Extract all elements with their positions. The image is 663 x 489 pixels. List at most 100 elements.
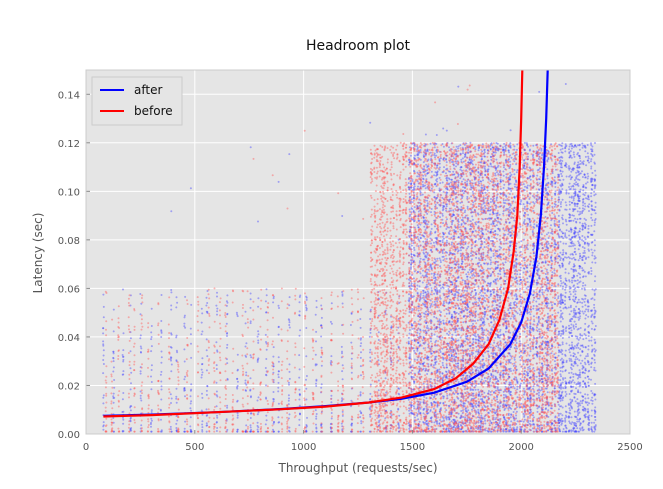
scatter-point [457, 249, 460, 252]
scatter-point [432, 241, 435, 244]
scatter-point [527, 344, 530, 346]
scatter-point [477, 205, 480, 208]
scatter-point [305, 309, 308, 312]
scatter-point [467, 149, 470, 151]
scatter-point [288, 430, 291, 433]
scatter-point [430, 287, 433, 290]
scatter-point [441, 241, 444, 244]
scatter-point [201, 330, 204, 333]
scatter-point [189, 430, 192, 433]
scatter-point [407, 398, 410, 401]
scatter-point [320, 335, 323, 338]
scatter-point [277, 416, 280, 419]
scatter-point [496, 266, 499, 269]
scatter-point [450, 178, 453, 181]
scatter-point [424, 184, 427, 187]
scatter-point [102, 394, 105, 397]
scatter-point [482, 295, 485, 297]
scatter-point [422, 249, 425, 251]
scatter-point [418, 151, 421, 154]
scatter-point [528, 388, 531, 391]
scatter-point [315, 379, 318, 382]
scatter-point [350, 371, 353, 374]
scatter-point [408, 293, 410, 296]
scatter-point [446, 218, 448, 221]
scatter-point [175, 397, 178, 400]
scatter-point [122, 418, 125, 421]
scatter-point [249, 417, 252, 419]
scatter-point [487, 390, 490, 392]
scatter-point [446, 394, 449, 397]
scatter-point [484, 197, 487, 200]
scatter-point [502, 149, 505, 151]
scatter-point [426, 204, 429, 207]
scatter-point [514, 185, 516, 188]
scatter-point [175, 334, 178, 337]
scatter-point [438, 368, 441, 371]
scatter-point [189, 425, 192, 428]
scatter-point [408, 163, 410, 166]
scatter-point [360, 308, 362, 311]
scatter-point [483, 287, 486, 290]
scatter-point [499, 286, 502, 289]
scatter-point [320, 423, 323, 426]
scatter-point [515, 298, 517, 301]
scatter-point [389, 358, 392, 361]
scatter-point [436, 171, 439, 174]
scatter-point [183, 378, 186, 381]
scatter-point [320, 411, 323, 413]
scatter-point [475, 301, 478, 304]
scatter-point [493, 341, 496, 344]
scatter-point [205, 349, 208, 352]
scatter-point [509, 390, 512, 393]
scatter-point [170, 363, 173, 366]
scatter-point [160, 350, 163, 353]
scatter-point [483, 237, 486, 240]
scatter-point [459, 249, 462, 252]
scatter-point [112, 397, 115, 399]
scatter-point [341, 398, 344, 401]
scatter-point [435, 355, 438, 358]
scatter-point [438, 176, 441, 179]
scatter-point [472, 341, 475, 344]
scatter-point [170, 346, 173, 349]
scatter-point [170, 402, 172, 404]
scatter-point [479, 428, 482, 431]
scatter-point [502, 187, 505, 189]
scatter-point [397, 359, 400, 362]
scatter-point [410, 182, 413, 185]
scatter-point [472, 392, 475, 395]
scatter-point [466, 195, 469, 198]
scatter-point [160, 429, 163, 432]
scatter-point [236, 412, 239, 415]
scatter-point [445, 161, 448, 164]
scatter-point [150, 381, 153, 383]
scatter-point [277, 370, 280, 373]
scatter-point [508, 151, 510, 154]
scatter-point [130, 405, 133, 408]
scatter-point [459, 144, 462, 147]
scatter-point [359, 356, 362, 359]
scatter-point [407, 182, 410, 185]
scatter-point [482, 366, 485, 369]
scatter-point [408, 245, 411, 248]
scatter-point [264, 300, 267, 303]
scatter-point [341, 350, 343, 353]
scatter-point [516, 396, 519, 399]
scatter-point [329, 426, 332, 429]
scatter-point [523, 381, 525, 384]
scatter-point [423, 315, 426, 318]
scatter-point [419, 236, 422, 239]
scatter-point [298, 368, 301, 371]
scatter-point [102, 425, 105, 428]
scatter-point [360, 342, 363, 345]
scatter-point [244, 430, 247, 433]
scatter-point [277, 430, 280, 433]
scatter-point [265, 373, 267, 376]
scatter-point [245, 374, 248, 377]
scatter-point [257, 430, 259, 433]
scatter-point [206, 385, 209, 387]
scatter-point [288, 370, 291, 373]
scatter-point [461, 157, 464, 160]
scatter-point [249, 354, 252, 357]
